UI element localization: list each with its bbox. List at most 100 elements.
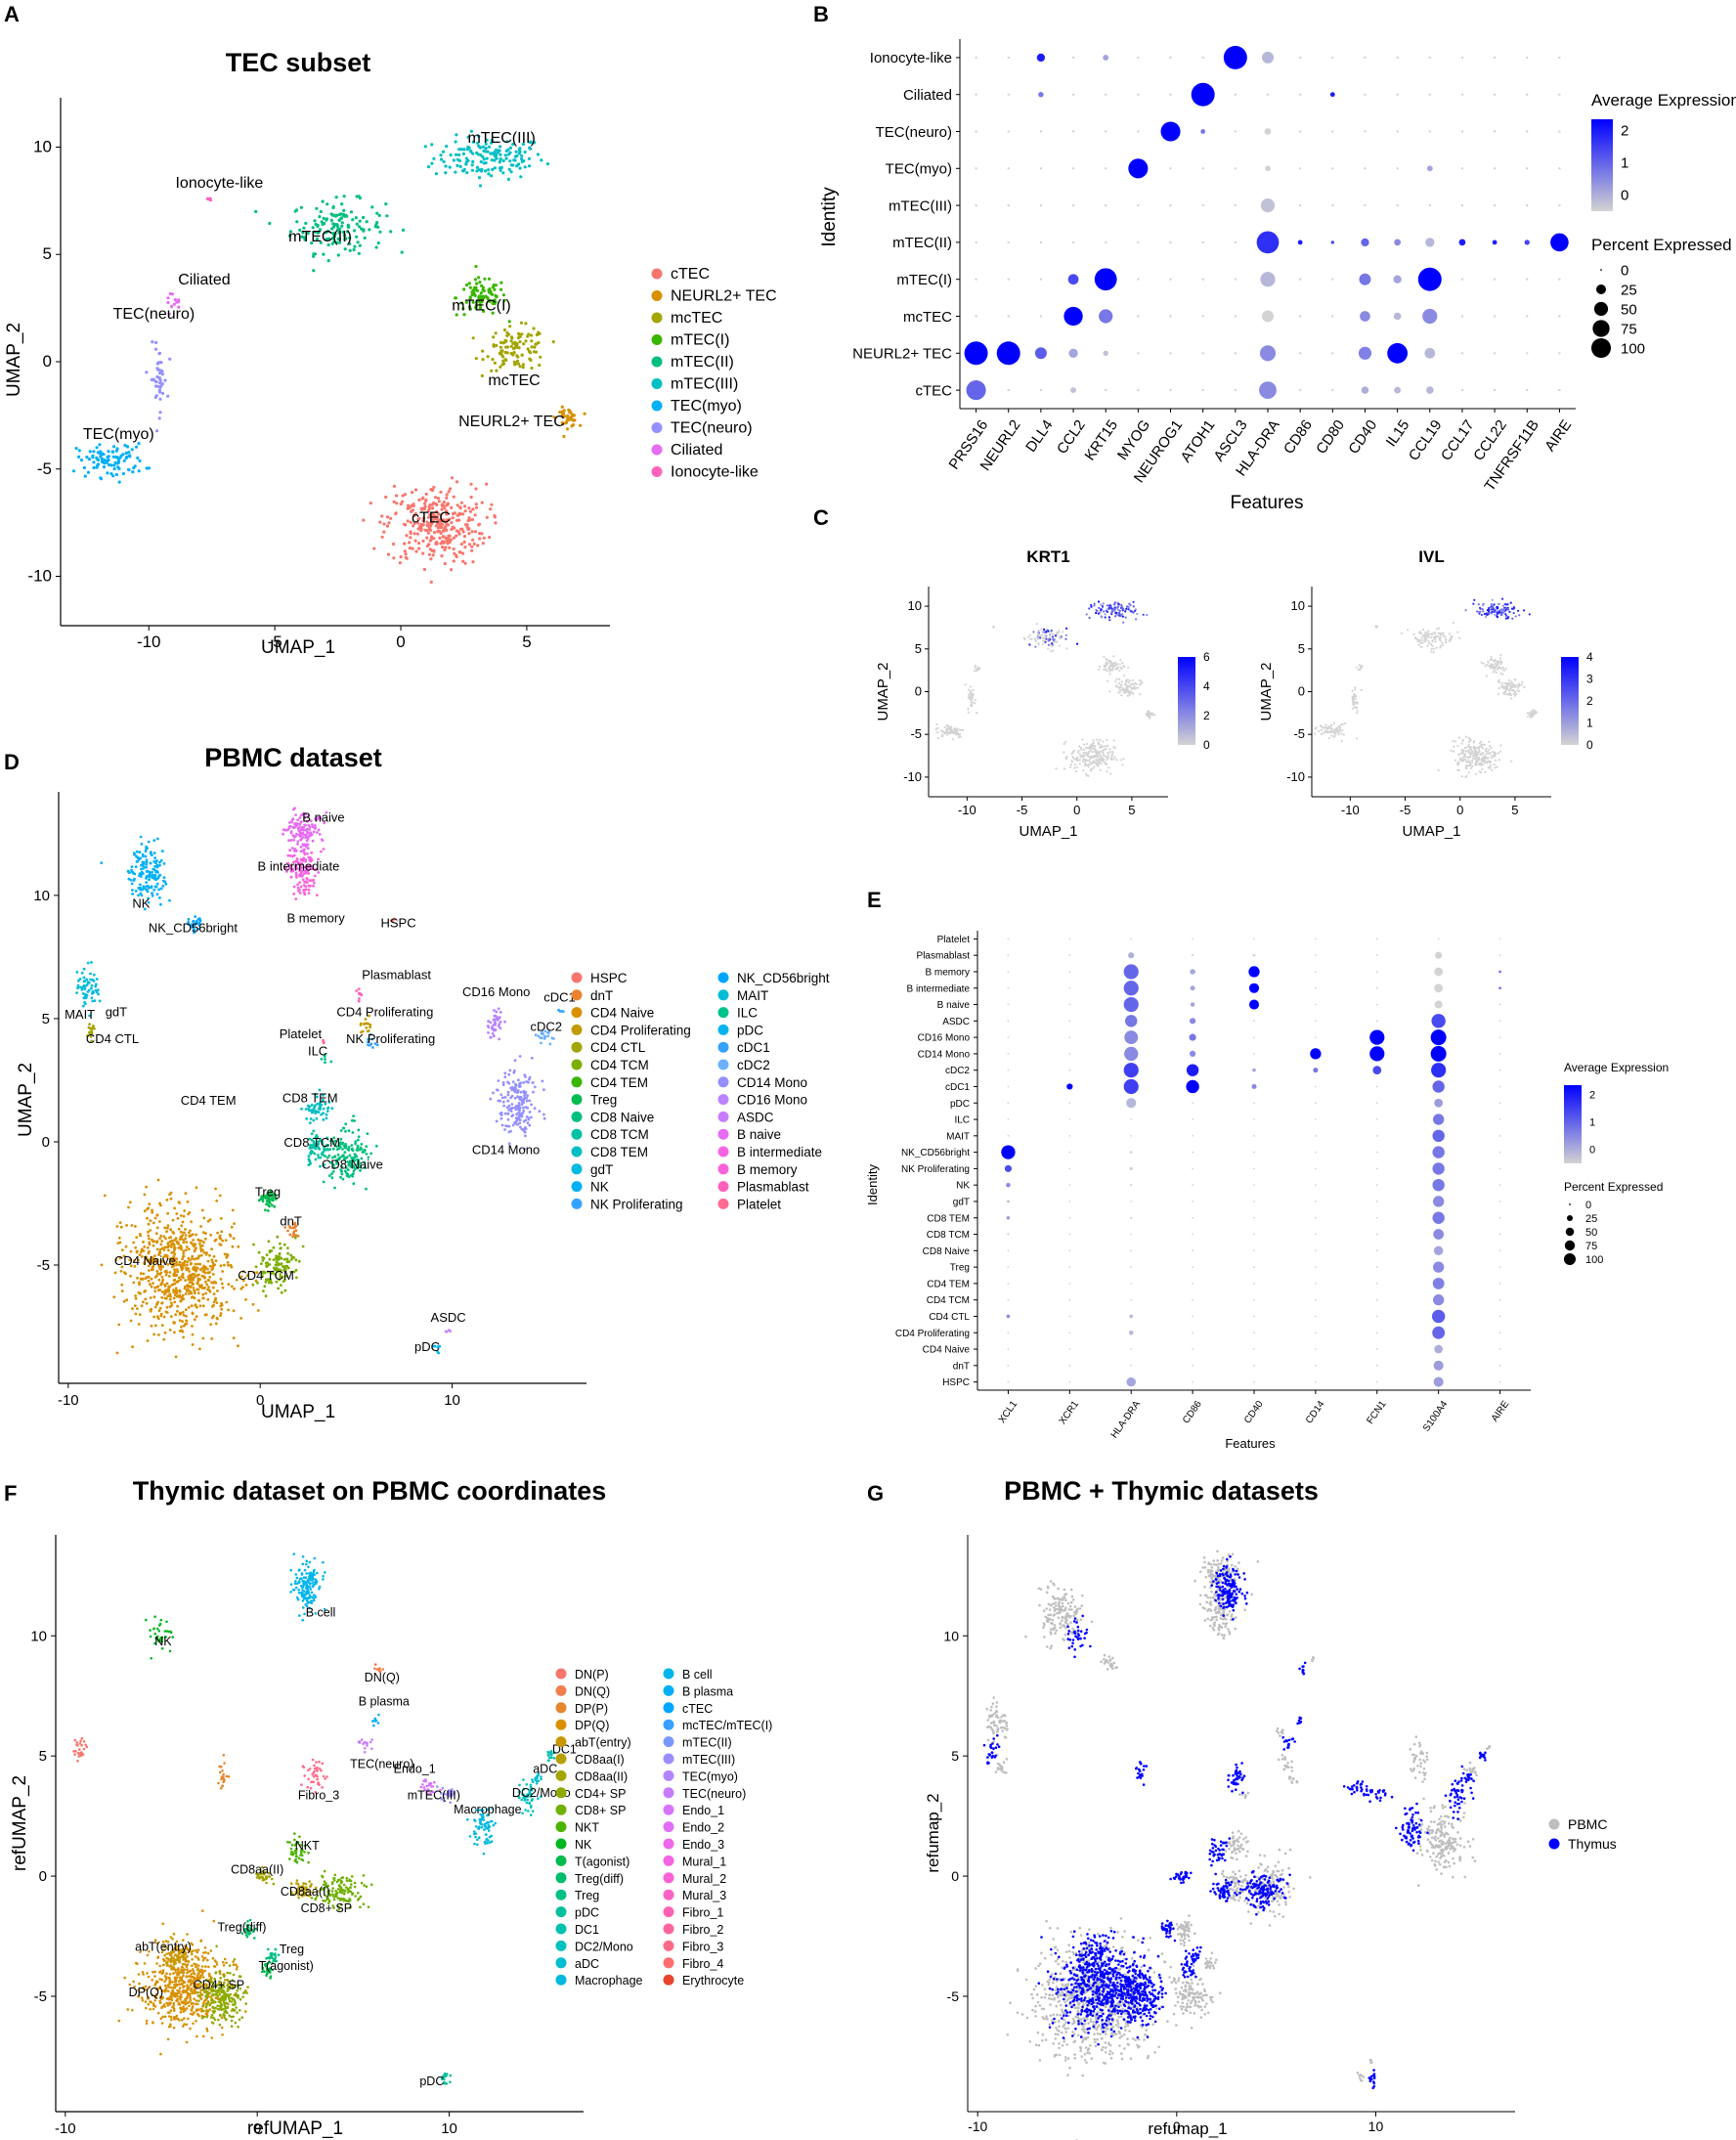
point	[100, 458, 105, 461]
point	[389, 230, 393, 234]
point	[524, 1118, 528, 1122]
point	[153, 1289, 157, 1293]
legend-item-dnt: dnT	[571, 988, 613, 1003]
dot	[1201, 240, 1204, 244]
point	[173, 1300, 177, 1304]
point	[514, 1108, 518, 1112]
point	[92, 460, 96, 464]
point	[1528, 613, 1531, 616]
cluster-label: mcTEC	[488, 372, 540, 389]
point	[98, 999, 102, 1003]
point	[309, 1117, 313, 1120]
point	[230, 1225, 234, 1229]
panel-letter-a: A	[4, 2, 20, 26]
point	[294, 824, 297, 828]
point	[490, 174, 494, 178]
y-tick-label: 10	[33, 888, 50, 904]
point	[152, 1315, 156, 1319]
point	[1129, 684, 1132, 687]
point	[1354, 688, 1357, 691]
point	[483, 277, 487, 281]
point	[480, 284, 484, 287]
dot	[1331, 56, 1334, 60]
point	[355, 1149, 359, 1152]
point	[442, 159, 446, 164]
x-tick-label: -5	[1400, 803, 1411, 817]
point	[190, 1281, 194, 1285]
point	[1075, 770, 1078, 773]
point	[146, 1339, 150, 1342]
point	[515, 153, 519, 157]
point	[471, 300, 475, 304]
point	[190, 1291, 194, 1295]
point	[305, 827, 309, 831]
point	[1512, 612, 1515, 615]
point	[151, 873, 154, 877]
point	[1077, 751, 1080, 754]
point	[370, 205, 374, 209]
point	[521, 142, 526, 147]
point	[313, 219, 317, 223]
point	[1478, 610, 1481, 614]
point	[296, 843, 299, 846]
dot	[1364, 130, 1367, 133]
point	[148, 878, 151, 882]
point	[152, 852, 156, 854]
point	[1428, 633, 1431, 635]
point	[971, 694, 974, 697]
point	[404, 552, 408, 556]
point	[1469, 766, 1473, 769]
point	[1050, 630, 1053, 633]
point	[1121, 688, 1124, 691]
point	[471, 538, 475, 542]
point	[355, 222, 359, 226]
point	[185, 1314, 188, 1318]
point	[461, 169, 465, 173]
point	[268, 1249, 272, 1252]
point	[404, 555, 408, 560]
point	[301, 878, 305, 882]
point	[1486, 762, 1489, 764]
point	[492, 284, 496, 287]
point	[402, 522, 407, 526]
dot	[1558, 130, 1561, 133]
point	[1453, 745, 1455, 748]
point	[434, 496, 438, 500]
point	[1131, 683, 1134, 686]
y-tick-label: 10	[33, 137, 52, 155]
point	[1452, 740, 1454, 743]
point	[162, 1235, 166, 1239]
point	[181, 1234, 185, 1237]
point	[1132, 611, 1135, 614]
panel-letter-c: C	[813, 505, 829, 530]
point	[109, 472, 113, 476]
point	[163, 1331, 167, 1334]
point	[178, 1295, 182, 1299]
dot	[1234, 203, 1237, 207]
point	[470, 163, 474, 167]
cluster-label: TEC(neuro)	[113, 306, 195, 323]
point	[501, 1100, 505, 1104]
point	[1477, 758, 1480, 761]
point	[455, 534, 458, 538]
point	[1153, 714, 1156, 717]
point	[196, 1238, 200, 1242]
point	[959, 735, 962, 738]
point	[490, 292, 495, 296]
point	[499, 1116, 503, 1120]
point	[194, 1262, 197, 1266]
dot	[1394, 239, 1402, 246]
point	[158, 873, 162, 877]
cluster-label: B intermediate	[258, 859, 340, 874]
point	[136, 1276, 139, 1280]
point	[557, 1008, 560, 1012]
point	[439, 153, 443, 157]
point	[1478, 745, 1481, 749]
point	[1069, 763, 1072, 766]
point	[119, 1225, 123, 1229]
point	[201, 1292, 205, 1296]
point	[195, 1282, 199, 1286]
point	[80, 987, 84, 991]
point	[1097, 600, 1101, 603]
point	[147, 840, 151, 844]
